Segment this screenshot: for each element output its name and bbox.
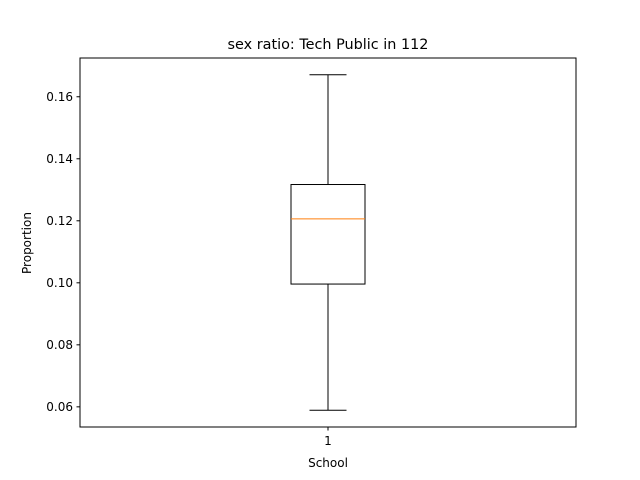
x-tick-label: 1 (324, 434, 332, 448)
y-tick-label: 0.14 (46, 152, 73, 166)
x-axis: 1 (324, 427, 332, 448)
box-series (290, 74, 366, 411)
y-tick-label: 0.08 (46, 338, 73, 352)
y-tick-label: 0.16 (46, 90, 73, 104)
y-axis-label: Proportion (20, 212, 34, 274)
chart-title: sex ratio: Tech Public in 112 (228, 37, 429, 53)
y-axis: 0.06 0.08 0.10 0.12 0.14 0.16 (46, 90, 80, 414)
y-tick-label: 0.10 (46, 276, 73, 290)
y-tick-label: 0.06 (46, 400, 73, 414)
x-axis-label: School (308, 456, 348, 470)
iqr-box (290, 184, 366, 285)
y-tick-label: 0.12 (46, 214, 73, 228)
